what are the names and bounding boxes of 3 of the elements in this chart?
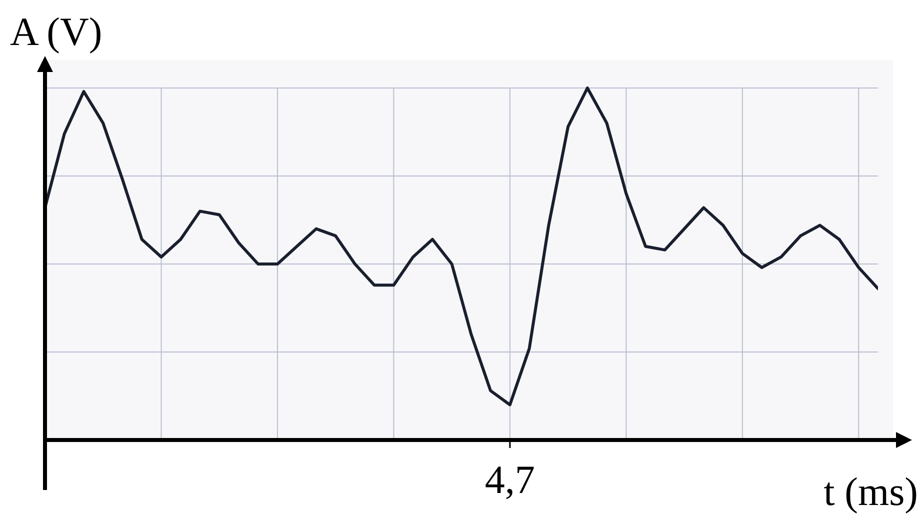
y-axis-title: A (V) bbox=[10, 9, 102, 54]
text: 4,7 bbox=[484, 457, 536, 502]
x-axis-title: t (ms) bbox=[824, 469, 918, 514]
